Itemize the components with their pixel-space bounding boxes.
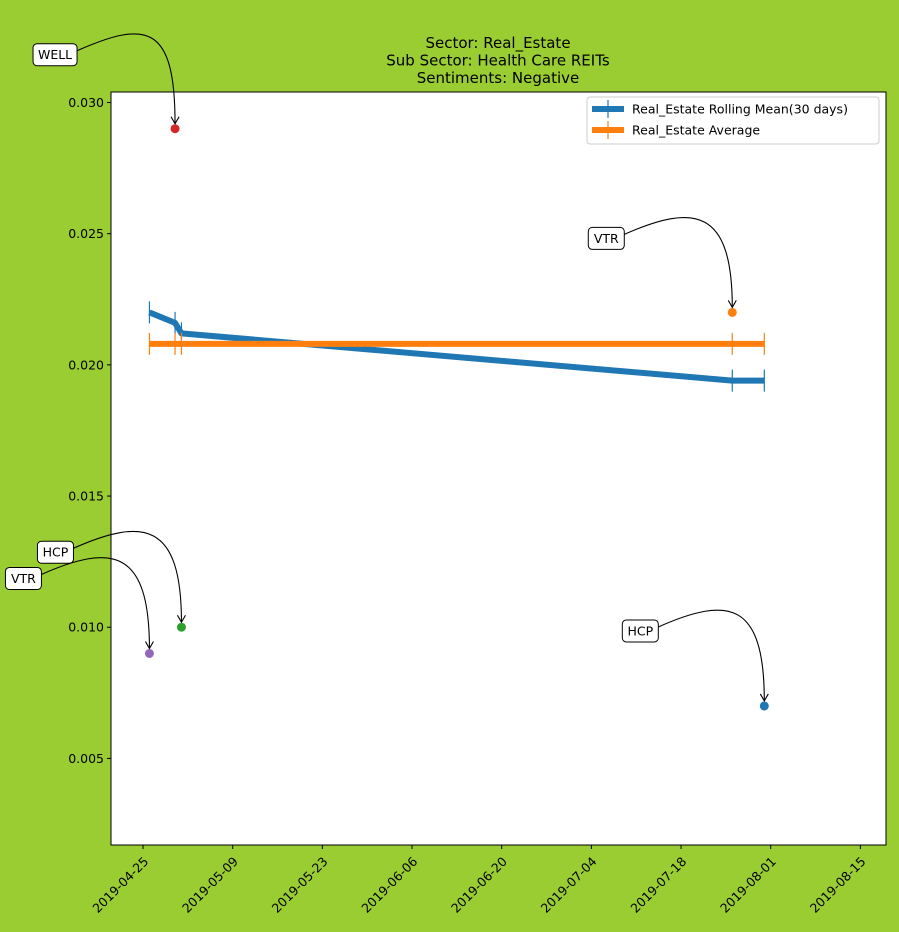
- plot-area: [110, 91, 887, 846]
- data-point: [759, 701, 769, 711]
- annotation-arrow: [144, 641, 154, 650]
- data-point: [144, 648, 154, 658]
- y-tick-label: 0.020: [68, 357, 104, 372]
- annotation-arrow: [170, 116, 180, 125]
- annotation-connector: [41, 557, 150, 649]
- annotation-box: [4, 566, 42, 590]
- points-group: [144, 124, 769, 711]
- x-tick-label: 2019-07-04: [538, 854, 600, 916]
- title-line: Sector: Real_Estate: [425, 34, 570, 53]
- legend-label: Real_Estate Average: [632, 123, 760, 138]
- annotation-connector: [624, 216, 733, 308]
- x-tick-label: 2019-08-15: [807, 854, 869, 916]
- annotation-label: VTR: [594, 231, 619, 246]
- annotation-box: [36, 540, 74, 564]
- x-tick-label: 2019-06-06: [358, 854, 420, 916]
- annotation-label: WELL: [38, 47, 72, 62]
- legend-box: [586, 96, 880, 145]
- annotation-arrow: [176, 614, 186, 624]
- series-group: [148, 301, 765, 392]
- x-axis: 2019-04-25 2019-05-09 2019-05-23 2019-06-06…: [89, 845, 869, 916]
- x-tick-label: 2019-05-09: [179, 854, 241, 916]
- y-tick-label: 0.010: [68, 620, 104, 635]
- title-line: Sub Sector: Health Care REITs: [386, 52, 610, 70]
- x-tick-label: 2019-08-01: [717, 854, 779, 916]
- legend: Real_Estate Rolling Mean(30 days) Real_Es…: [586, 96, 880, 145]
- y-tick-label: 0.025: [68, 226, 104, 241]
- annotation-arrow: [727, 300, 737, 309]
- legend-label: Real_Estate Rolling Mean(30 days): [632, 102, 848, 117]
- annotation-box: [32, 43, 78, 67]
- y-axis: 0.005 0.010 0.015 0.020 0.025 0.030: [68, 95, 111, 766]
- y-tick-label: 0.005: [68, 751, 104, 766]
- annotation-label: VTR: [11, 571, 36, 586]
- annotation-arrow: [759, 693, 769, 703]
- annotations-group: WELL VTR HCP VTR HCP: [4, 33, 769, 703]
- y-tick-label: 0.015: [68, 489, 104, 504]
- y-tick-label: 0.030: [68, 95, 104, 110]
- x-tick-label: 2019-04-25: [89, 854, 151, 916]
- annotation-connector: [73, 530, 183, 623]
- data-point: [176, 622, 186, 632]
- annotation-box: [621, 619, 659, 643]
- x-tick-label: 2019-05-23: [269, 854, 331, 916]
- x-tick-label: 2019-07-18: [627, 854, 689, 916]
- series-1: [148, 332, 765, 355]
- annotation-connector: [76, 33, 176, 124]
- data-point: [170, 124, 180, 134]
- x-tick-label: 2019-06-20: [448, 854, 510, 916]
- title-line: Sentiments: Negative: [417, 69, 580, 87]
- annotation-label: HCP: [43, 545, 69, 560]
- data-point: [727, 307, 737, 317]
- annotation-box: [587, 226, 625, 250]
- annotation-label: HCP: [627, 623, 653, 638]
- annotation-connector: [658, 609, 765, 701]
